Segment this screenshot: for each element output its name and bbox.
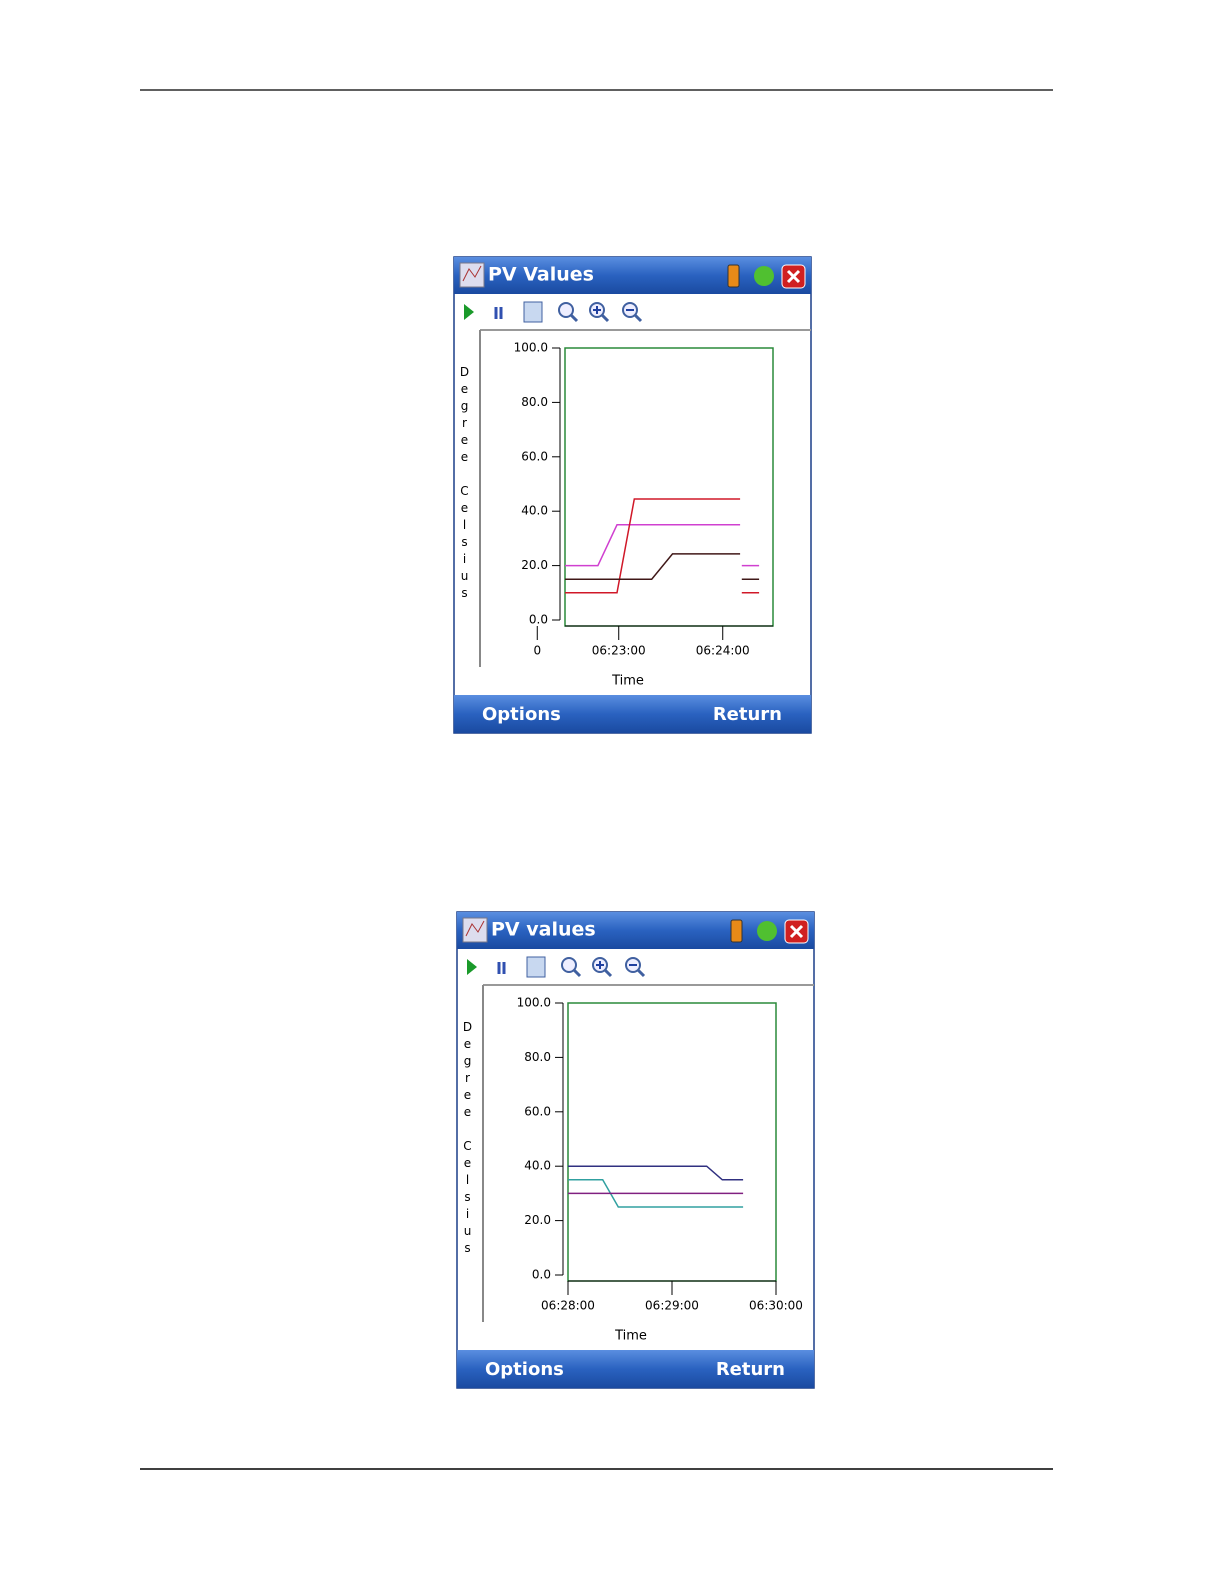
battery-icon [730, 919, 743, 943]
softkey-left[interactable]: Options [482, 704, 561, 725]
y-tick-label: 40.0 [524, 1159, 551, 1173]
y-tick-label: 80.0 [524, 1050, 551, 1064]
play-button[interactable] [464, 304, 474, 320]
pause-button[interactable] [497, 962, 506, 974]
series-line [568, 1165, 744, 1181]
x-tick-label: 06:30:00 [749, 1299, 803, 1313]
softkey-right[interactable]: Return [713, 704, 782, 725]
pause-button[interactable] [494, 307, 503, 319]
play-button[interactable] [467, 959, 477, 975]
softkey-bar [454, 695, 811, 733]
device-screen: PV Values 0.0 20.0 40.0 60.0 80.0 100.0 0 06:23:… [453, 256, 812, 734]
zoom-handle [600, 313, 610, 323]
x-tick-label: 06:29:00 [645, 1299, 699, 1313]
app-icon-graph [462, 265, 482, 282]
export-button[interactable] [526, 956, 546, 978]
status-icon [757, 921, 777, 941]
y-tick-label: 20.0 [521, 558, 548, 572]
export-button[interactable] [523, 301, 543, 323]
zoom-handle [633, 313, 643, 323]
screen-frame [453, 256, 812, 734]
app-icon-graph [465, 920, 485, 937]
zoom-handle [603, 968, 613, 978]
series-line [565, 553, 760, 580]
status-icon [754, 266, 774, 286]
window-title: PV values [491, 919, 596, 941]
y-tick-label: 0.0 [529, 613, 548, 627]
y-tick-label: 40.0 [521, 504, 548, 518]
y-tick-label: 20.0 [524, 1213, 551, 1227]
y-tick-label: 100.0 [517, 996, 551, 1010]
zoom-button[interactable] [561, 957, 577, 973]
close-x [789, 924, 804, 939]
y-axis-label: Degree Celsius [458, 365, 472, 603]
y-tick-label: 60.0 [521, 449, 548, 463]
x-tick-label: 06:24:00 [696, 644, 750, 658]
zoom-handle [636, 968, 646, 978]
y-axis-label: Degree Celsius [461, 1020, 475, 1258]
softkey-right[interactable]: Return [716, 1359, 785, 1380]
softkey-bar [457, 1350, 814, 1388]
screen-frame [456, 911, 815, 1389]
zoom-sign [593, 306, 601, 314]
x-tick-label: 06:28:00 [541, 1299, 595, 1313]
x-axis-label: Time [611, 674, 644, 689]
softkey-left[interactable]: Options [485, 1359, 564, 1380]
y-tick-label: 80.0 [521, 395, 548, 409]
y-tick-label: 60.0 [524, 1104, 551, 1118]
title-bar [454, 257, 811, 294]
window-title: PV Values [488, 264, 594, 286]
close-x [786, 269, 801, 284]
x-tick-label: 06:23:00 [592, 644, 646, 658]
x-axis-label: Time [614, 1329, 647, 1344]
series-line [565, 524, 760, 567]
device-screen: PV values 0.0 20.0 40.0 60.0 80.0 100.0 06:28:0… [456, 911, 815, 1389]
y-tick-label: 100.0 [514, 341, 548, 355]
battery-icon [727, 264, 740, 288]
title-bar [457, 912, 814, 949]
zoom-handle [572, 968, 582, 978]
zoom-handle [569, 313, 579, 323]
x-tick-label: 0 [533, 644, 541, 658]
series-line [565, 498, 760, 594]
zoom-sign [596, 961, 604, 969]
zoom-button[interactable] [558, 302, 574, 318]
y-tick-label: 0.0 [532, 1268, 551, 1282]
